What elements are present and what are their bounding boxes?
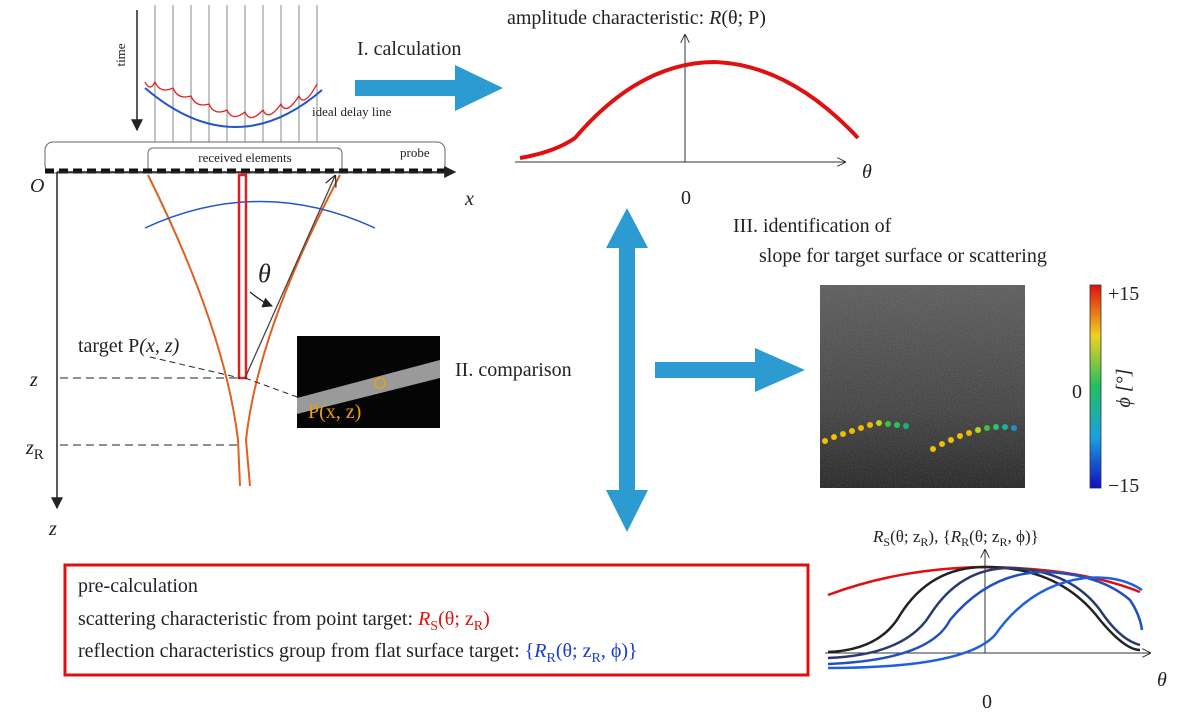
t-mid: ), { — [928, 527, 950, 546]
angle-arc — [250, 292, 272, 306]
colorbar-mid: 0 — [1072, 381, 1082, 403]
scan-line — [239, 175, 246, 378]
colorbar — [1090, 285, 1101, 488]
amplitude-title-r: R — [708, 7, 721, 29]
target-label: target P(x, z) — [78, 335, 180, 357]
precalc-reflection: reflection characteristics group from fl… — [78, 640, 638, 666]
s-r-sub: S — [430, 619, 438, 634]
identification-arrow — [655, 348, 805, 392]
element-traces — [155, 5, 317, 145]
ultrasound-speckle — [820, 285, 1025, 488]
diagram: time ideal delay line received elements … — [0, 0, 1179, 719]
char-x-label: θ — [1157, 669, 1167, 691]
colorbar-max: +15 — [1108, 283, 1139, 305]
z-mark: z — [29, 369, 38, 391]
t-rs-sub: S — [883, 535, 890, 549]
t-zr-sub: R — [920, 535, 928, 549]
x-axis-label: x — [464, 188, 474, 210]
received-elements-label: received elements — [198, 150, 291, 165]
identification-line-1: III. identification of — [733, 215, 892, 237]
r-r: R — [533, 640, 546, 662]
t-rs: R — [872, 527, 884, 546]
r-end: , ϕ)} — [601, 640, 638, 662]
t-rr-sub: R — [961, 535, 969, 549]
identification-line-2: slope for target surface or scattering — [759, 245, 1047, 267]
target-coords: (x, z) — [139, 335, 179, 357]
beam-edge — [246, 175, 340, 486]
characteristics-title: RS(θ; zR), {RR(θ; zR, ϕ)} — [872, 527, 1039, 549]
amplitude-title-text: amplitude characteristic: — [507, 7, 709, 29]
precalc-scattering: scattering characteristic from point tar… — [78, 608, 490, 634]
t-zr-sub2: R — [999, 535, 1007, 549]
t-args: (θ; z — [890, 527, 921, 546]
amplitude-title: amplitude characteristic: R(θ; P) — [507, 7, 766, 29]
amplitude-title-args: (θ; P) — [721, 7, 766, 29]
reflection-text: reflection characteristics group from fl… — [78, 640, 525, 662]
time-label: time — [113, 43, 128, 66]
probe-label: probe — [400, 145, 430, 160]
beam-edge — [148, 175, 240, 486]
t-rr: R — [950, 527, 962, 546]
comparison-arrow — [606, 208, 648, 532]
zr-main: z — [25, 437, 34, 459]
char-zero: 0 — [982, 691, 992, 713]
scattering-text: scattering characteristic from point tar… — [78, 608, 418, 630]
t-end: , ϕ)} — [1008, 527, 1039, 546]
t-args2: (θ; z — [969, 527, 1000, 546]
delay-line-label: ideal delay line — [312, 104, 392, 119]
wavefront — [145, 202, 375, 229]
target-text: target P — [78, 335, 139, 357]
z-axis-label: z — [48, 518, 57, 540]
inset-label: P(x, z) — [308, 401, 361, 423]
amplitude-x-label: θ — [862, 161, 872, 183]
delay-line — [145, 88, 322, 127]
s-r: R — [417, 608, 430, 630]
r-args: (θ; z — [556, 640, 592, 662]
origin-label: O — [30, 175, 44, 197]
amplitude-curve — [520, 62, 858, 158]
precalc-heading: pre-calculation — [78, 575, 198, 597]
colorbar-label: ϕ [°] — [1113, 369, 1135, 408]
zr-mark: zR — [25, 437, 44, 463]
zr-sub: R — [34, 447, 44, 463]
amplitude-zero: 0 — [681, 187, 691, 209]
r-open: { — [525, 640, 535, 662]
colorbar-min: −15 — [1108, 475, 1139, 497]
theta-label: θ — [258, 259, 271, 288]
s-end: ) — [483, 608, 490, 630]
calculation-label: I. calculation — [357, 38, 461, 60]
comparison-label: II. comparison — [455, 359, 572, 381]
s-args: (θ; z — [438, 608, 474, 630]
